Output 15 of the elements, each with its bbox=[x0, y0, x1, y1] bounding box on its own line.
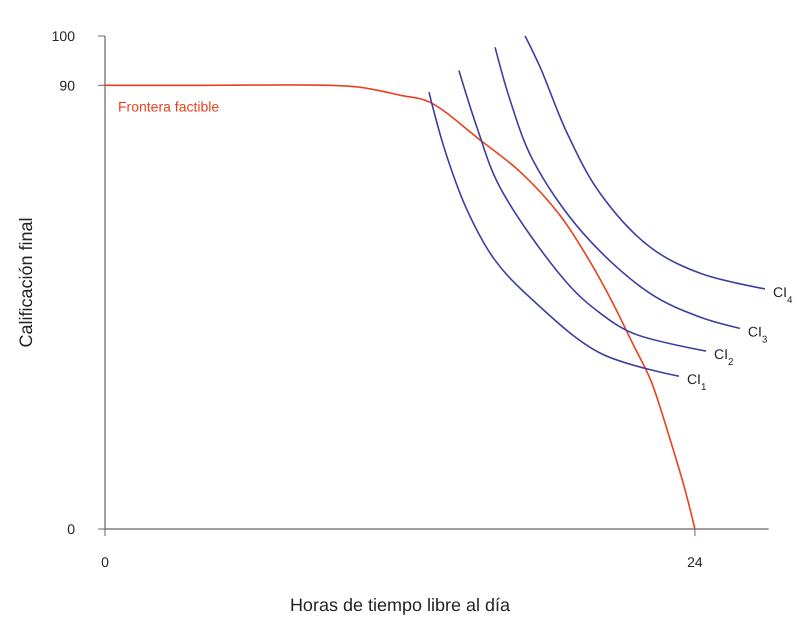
x-tick-label: 24 bbox=[687, 554, 703, 570]
y-axis-title: Calificación final bbox=[16, 217, 36, 348]
series-label: Frontera factible bbox=[118, 98, 220, 114]
line-series bbox=[428, 91, 680, 377]
y-tick-label: 0 bbox=[67, 521, 76, 537]
series-label: CI$_{4}$ bbox=[772, 284, 793, 306]
series-label: CI$_{3}$ bbox=[748, 323, 768, 345]
line-series bbox=[458, 70, 707, 352]
series-label: CI$_{1}$ bbox=[686, 371, 706, 393]
line-series bbox=[524, 35, 766, 290]
series-label: CI$_{2}$ bbox=[714, 346, 734, 368]
line-series bbox=[494, 46, 741, 330]
y-tick-label: 100 bbox=[52, 28, 76, 44]
x-axis-title: Horas de tiempo libre al día bbox=[290, 595, 512, 615]
y-tick-label: 90 bbox=[59, 77, 76, 94]
